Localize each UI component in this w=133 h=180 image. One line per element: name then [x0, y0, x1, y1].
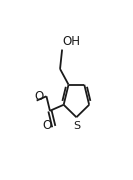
Text: O: O — [35, 90, 44, 103]
Text: S: S — [73, 121, 80, 131]
Text: OH: OH — [63, 35, 81, 48]
Text: O: O — [42, 119, 52, 132]
